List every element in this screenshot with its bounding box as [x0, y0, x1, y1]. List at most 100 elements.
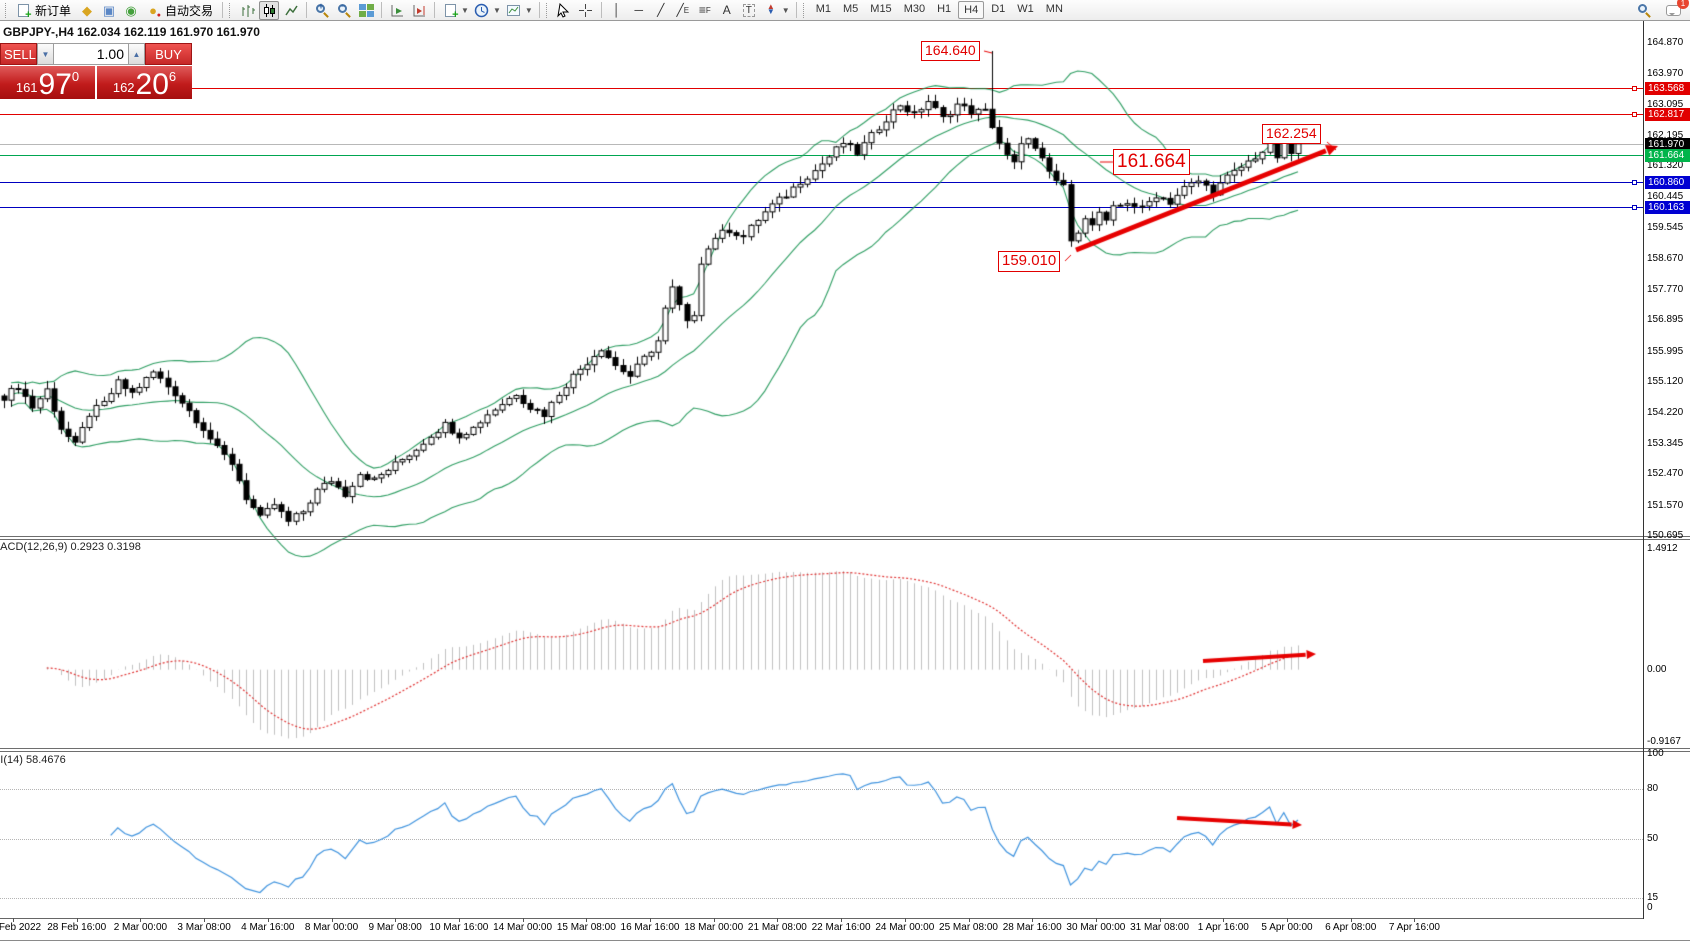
price-annotation[interactable]: 164.640: [921, 41, 980, 61]
horizontal-level-line[interactable]: [0, 114, 1643, 116]
horizontal-level-line[interactable]: [0, 206, 1643, 208]
volume-input[interactable]: [54, 44, 128, 64]
timeframe-m30[interactable]: M30: [903, 3, 926, 15]
price-tick-label: 153.345: [1647, 437, 1684, 449]
pane-separator[interactable]: [0, 751, 1690, 752]
volume-decrease-button[interactable]: ▼: [37, 43, 54, 65]
rsi-level-dotted-line: [0, 839, 1643, 841]
templates-button[interactable]: [504, 1, 524, 20]
navigator-icon[interactable]: ▣: [102, 2, 116, 18]
price-annotation[interactable]: 162.254: [1262, 124, 1321, 144]
cursor-icon: [557, 2, 570, 18]
horizontal-level-line[interactable]: [0, 182, 1643, 184]
rsi-level-dotted-line: [0, 898, 1643, 900]
rsi-axis-label: 0: [1647, 902, 1653, 913]
price-level-label: 162.817: [1645, 108, 1690, 122]
horizontal-level-line[interactable]: [0, 143, 1643, 145]
time-axis-label: 1 Apr 16:00: [1197, 922, 1249, 933]
new-order-icon: +: [17, 3, 32, 20]
channel-button[interactable]: ╱ E: [676, 3, 690, 17]
price-tick-label: 156.895: [1647, 314, 1684, 326]
price-annotation[interactable]: 161.664: [1113, 149, 1190, 175]
time-axis-label: 8 Mar 00:00: [304, 922, 359, 933]
timeframe-m5[interactable]: M5: [843, 3, 859, 15]
timeframe-m15[interactable]: M15: [870, 3, 892, 15]
timeframe-h1[interactable]: H1: [937, 3, 952, 15]
chevron-down-icon[interactable]: ▼: [492, 5, 501, 15]
line-chart-button[interactable]: [281, 1, 301, 20]
auto-scroll-icon: [391, 4, 403, 16]
toolbar-grip: [229, 2, 232, 18]
buy-button[interactable]: BUY: [145, 43, 192, 65]
time-axis-tick: [1287, 918, 1288, 922]
new-order-button[interactable]: +: [13, 1, 33, 20]
text-button[interactable]: A: [722, 3, 731, 17]
auto-scroll-button[interactable]: [387, 1, 407, 20]
time-axis-label: 15 Mar 08:00: [556, 922, 616, 933]
time-axis-tick: [841, 918, 843, 922]
indicators-button[interactable]: +: [440, 1, 460, 20]
periods-button[interactable]: [472, 1, 492, 20]
volume-increase-button[interactable]: ▲: [128, 43, 145, 65]
tile-windows-button[interactable]: [356, 1, 376, 20]
pane-separator[interactable]: [0, 748, 1690, 749]
main-toolbar: + 新订单 ◆ ▣ ◉ ● ● 自动交易 + − + ▼ ▼ ▼ │ ─ ╱ ╱ E…: [0, 0, 1690, 21]
chart-shift-button[interactable]: [409, 1, 429, 20]
buy-price-display[interactable]: 162 20 6: [97, 66, 192, 99]
timeframe-d1[interactable]: D1: [991, 3, 1006, 15]
candlestick-chart-button[interactable]: [259, 0, 280, 20]
timeframe-w1[interactable]: W1: [1017, 3, 1034, 15]
horizontal-level-line[interactable]: [0, 88, 1643, 90]
rsi-axis-label: 50: [1647, 833, 1659, 845]
level-line-anchor[interactable]: [1632, 180, 1637, 186]
level-line-anchor[interactable]: [1632, 86, 1637, 92]
chart-shift-icon: [413, 4, 425, 16]
vertical-line-button[interactable]: │: [613, 3, 621, 17]
toolbar-grip: [545, 2, 549, 18]
buy-price-pips: 20: [135, 67, 169, 101]
zoom-in-button[interactable]: +: [312, 1, 332, 20]
auto-trading-icon[interactable]: ● ●: [149, 2, 162, 19]
zoom-out-button[interactable]: −: [334, 1, 354, 20]
price-annotation[interactable]: 159.010: [998, 251, 1061, 272]
rsi-pane-label: RSI(14) 58.4676: [0, 754, 66, 766]
chevron-down-icon[interactable]: ▼: [781, 5, 790, 15]
market-watch-icon[interactable]: ◆: [82, 2, 93, 18]
time-axis-tick: [458, 918, 460, 922]
signal-icon[interactable]: ◉: [125, 2, 137, 18]
level-line-anchor[interactable]: [1632, 112, 1637, 118]
timeframe-mn[interactable]: MN: [1045, 3, 1063, 15]
bar-chart-button[interactable]: [237, 1, 257, 20]
sell-price-display[interactable]: 161 97 0: [0, 66, 95, 99]
tile-windows-icon: [358, 3, 374, 17]
new-order-label[interactable]: 新订单: [35, 3, 72, 18]
text-label-button[interactable]: T: [739, 1, 759, 20]
level-line-anchor[interactable]: [1632, 204, 1637, 210]
trendline-button[interactable]: ╱: [657, 3, 665, 17]
sell-button[interactable]: SELL: [0, 43, 37, 65]
price-tick-label: 155.995: [1647, 345, 1684, 357]
crosshair-button[interactable]: [576, 1, 596, 20]
time-axis-label: 7 Apr 16:00: [1388, 922, 1440, 933]
divider: [306, 2, 308, 18]
notifications-button[interactable]: 1: [1663, 0, 1689, 20]
fibonacci-button[interactable]: ≡ F: [698, 3, 711, 17]
search-button[interactable]: [1634, 1, 1654, 20]
time-axis-tick: [1223, 918, 1225, 922]
auto-trading-label[interactable]: 自动交易: [165, 3, 214, 18]
timeframe-h4[interactable]: H4: [958, 1, 985, 19]
chevron-down-icon[interactable]: ▼: [524, 5, 533, 15]
pane-separator[interactable]: [0, 536, 1690, 537]
horizontal-line-button[interactable]: ─: [634, 3, 644, 17]
pane-separator[interactable]: [0, 539, 1690, 540]
chevron-down-icon[interactable]: ▼: [461, 5, 469, 15]
time-axis-tick: [1350, 918, 1352, 922]
time-axis-label: 2 Mar 00:00: [113, 922, 168, 933]
time-axis-tick: [331, 918, 333, 922]
horizontal-level-line[interactable]: [0, 154, 1643, 156]
timeframe-m1[interactable]: M1: [815, 3, 831, 15]
price-level-label: 160.163: [1645, 200, 1690, 214]
arrows-button[interactable]: ▲ ▼: [766, 2, 775, 16]
cursor-button[interactable]: [554, 1, 574, 20]
